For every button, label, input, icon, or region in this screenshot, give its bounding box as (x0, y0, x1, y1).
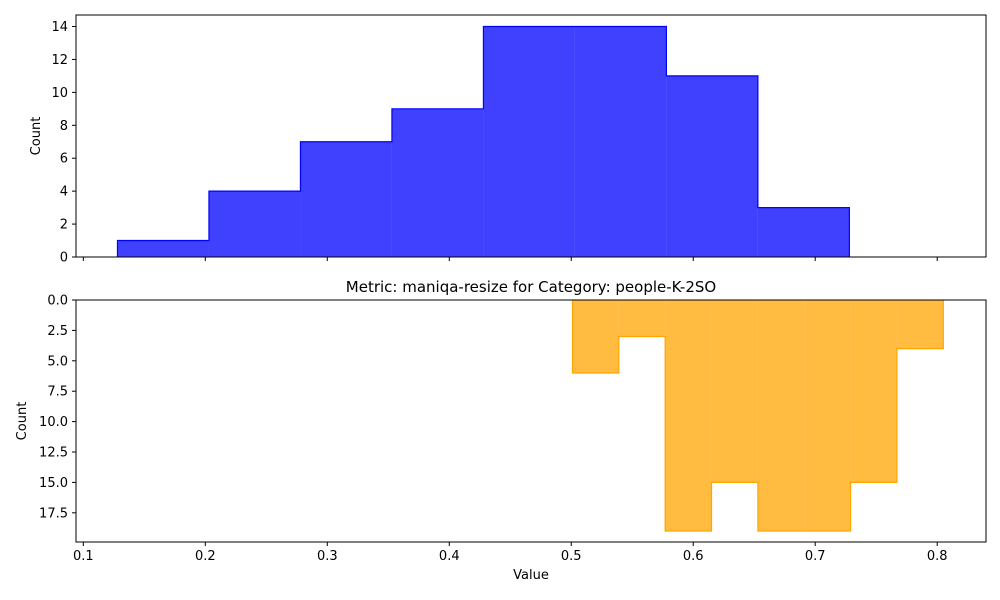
bottom-y-tick-label: 7.5 (47, 385, 68, 400)
top-y-tick-label: 6 (60, 152, 68, 167)
top-y-tick-label: 0 (60, 251, 68, 266)
top-y-ticks: 0 2 4 6 8 10 12 14 (51, 20, 76, 266)
top-y-tick-label: 2 (60, 218, 68, 233)
bottom-x-axis-label: Value (513, 568, 549, 583)
top-bar (208, 191, 301, 257)
top-bar (757, 207, 850, 257)
bottom-x-tick-label: 0.4 (439, 549, 460, 564)
bottom-bar (711, 300, 758, 483)
bottom-y-tick-label: 10.0 (39, 415, 68, 430)
bottom-chart-title: Metric: maniqa-resize for Category: peop… (346, 278, 716, 296)
top-y-axis-label: Count (29, 117, 44, 156)
bottom-y-tick-label: 12.5 (39, 446, 68, 461)
bottom-x-tick-label: 0.5 (561, 549, 582, 564)
bottom-bars (571, 300, 944, 532)
top-bars (116, 25, 850, 258)
bottom-y-tick-label: 2.5 (47, 324, 68, 339)
bottom-x-tick-label: 0.7 (805, 549, 826, 564)
top-bar (574, 26, 667, 258)
top-y-tick-label: 10 (51, 86, 68, 101)
bottom-x-tick-label: 0.2 (195, 549, 216, 564)
top-histogram-outline (116, 25, 850, 257)
top-y-tick-label: 8 (60, 119, 68, 134)
bottom-histogram-axes: 0.1 0.2 0.3 0.4 0.5 0.6 0.7 0.8 0.0 2.5 5.0 7.5 10.… (15, 278, 987, 583)
bottom-bar (665, 300, 712, 532)
bottom-histogram-outline (571, 300, 944, 532)
top-bar (666, 75, 758, 258)
top-y-tick-label: 14 (51, 20, 68, 35)
top-bar (300, 141, 392, 257)
bottom-x-ticks: 0.1 0.2 0.3 0.4 0.5 0.6 0.7 0.8 (73, 542, 948, 564)
top-y-tick-label: 12 (51, 53, 68, 68)
top-bar (391, 108, 484, 257)
bottom-bar (850, 300, 897, 483)
bottom-y-ticks: 0.0 2.5 5.0 7.5 10.0 12.5 15.0 17.5 (39, 294, 76, 521)
top-bar (483, 26, 575, 258)
bottom-plot-frame (75, 299, 987, 543)
top-x-ticks (82, 257, 938, 261)
bottom-bar (618, 300, 666, 337)
bottom-y-tick-label: 0.0 (47, 294, 68, 309)
bottom-y-tick-label: 17.5 (39, 506, 68, 521)
bottom-bar (757, 300, 805, 532)
bottom-y-tick-label: 5.0 (47, 354, 68, 369)
bottom-x-tick-label: 0.3 (317, 549, 338, 564)
bottom-x-tick-label: 0.8 (927, 549, 948, 564)
top-bar (117, 240, 209, 257)
bottom-bar (572, 300, 619, 373)
bottom-y-axis-label: Count (15, 402, 30, 441)
top-plot-frame (75, 14, 987, 258)
top-y-tick-label: 4 (60, 185, 68, 200)
bottom-x-tick-label: 0.1 (73, 549, 94, 564)
top-histogram-axes: 0 2 4 6 8 10 12 14 Count (29, 14, 987, 266)
bottom-x-tick-label: 0.6 (683, 549, 704, 564)
bottom-bar (804, 300, 851, 532)
bottom-bar (896, 300, 944, 349)
bottom-y-tick-label: 15.0 (39, 476, 68, 491)
